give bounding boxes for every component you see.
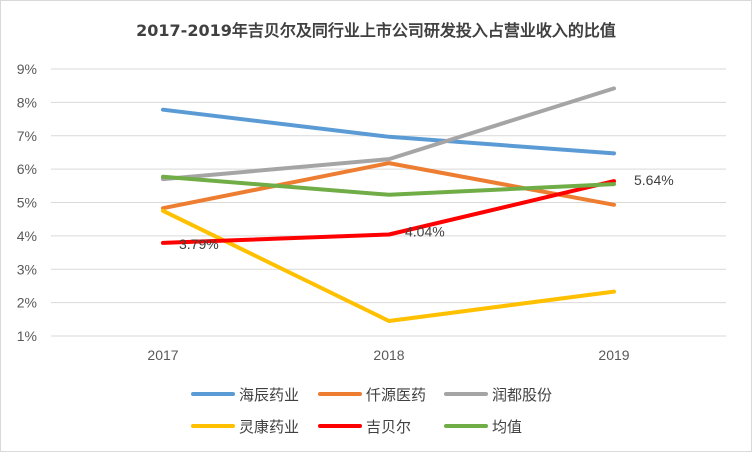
series-line-灵康药业: [161, 208, 616, 323]
x-tick-label: 2018: [373, 347, 404, 363]
y-tick-label: 1%: [17, 328, 37, 344]
y-tick-label: 2%: [17, 295, 37, 311]
y-tick-label: 4%: [17, 228, 37, 244]
legend-item: 均值: [444, 418, 522, 436]
gridlines: [51, 68, 726, 337]
y-tick-label: 6%: [17, 161, 37, 177]
legend-label: 均值: [492, 418, 522, 436]
x-tick-label: 2017: [147, 347, 178, 363]
legend-item: 吉贝尔: [318, 418, 411, 436]
series-line-均值: [161, 174, 616, 197]
y-tick-label: 5%: [17, 195, 37, 211]
legend-item: 润都股份: [444, 386, 552, 404]
legend-item: 海辰药业: [191, 386, 299, 404]
series-lines: [161, 86, 616, 323]
y-tick-label: 8%: [17, 94, 37, 110]
series-line-海辰药业: [161, 107, 616, 156]
series-line-润都股份: [161, 86, 616, 182]
data-label: 4.04%: [405, 224, 445, 240]
series-line-仟源医药: [161, 161, 616, 211]
legend-item: 灵康药业: [191, 418, 299, 436]
data-label: 5.64%: [634, 172, 674, 188]
legend-item: 仟源医药: [318, 386, 426, 404]
y-tick-label: 3%: [17, 261, 37, 277]
legend-label: 灵康药业: [239, 418, 299, 436]
x-tick-label: 2019: [598, 347, 629, 363]
legend-label: 仟源医药: [366, 386, 426, 404]
legend-label: 润都股份: [492, 386, 552, 404]
data-label: 3.79%: [179, 236, 219, 252]
legend-label: 海辰药业: [239, 386, 299, 404]
x-axis-tick-labels: 2017 2018 2019: [147, 347, 629, 363]
y-tick-label: 7%: [17, 128, 37, 144]
legend-label: 吉贝尔: [366, 418, 411, 436]
data-labels: 3.79% 4.04% 5.64%: [179, 172, 674, 252]
chart-title: 2017-2019年吉贝尔及同行业上市公司研发投入占营业收入的比值: [136, 21, 616, 40]
series-line-吉贝尔: [161, 179, 616, 245]
y-tick-label: 9%: [17, 61, 37, 77]
y-axis-tick-labels: 1% 2% 3% 4% 5% 6% 7% 8% 9%: [17, 61, 37, 344]
